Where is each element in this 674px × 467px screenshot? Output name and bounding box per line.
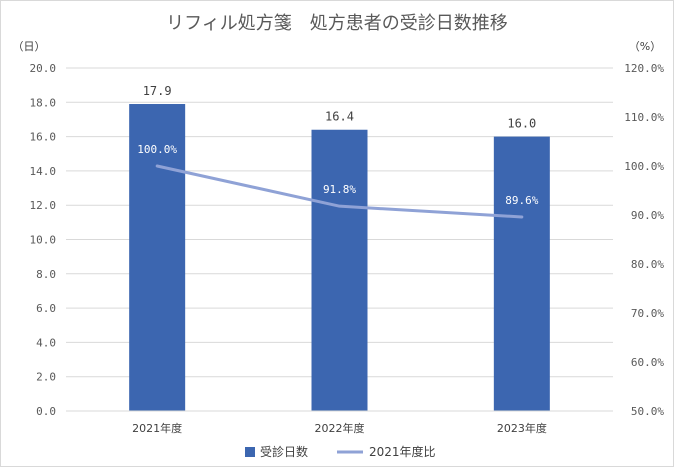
y2-axis-unit-label: （%） [629, 40, 661, 53]
chart-title: リフィル処方箋 処方患者の受診日数推移 [166, 13, 508, 34]
axes: 0.0 2.0 4.0 6.0 8.0 10.0 12.0 14.0 16.0 18.0 20.0 5… [30, 62, 665, 435]
series-line [155, 164, 524, 219]
y-tick-label: 8.0 [36, 268, 56, 281]
legend: 受診日数 2021年度比 [245, 444, 436, 459]
y-tick-label: 16.0 [30, 131, 57, 144]
line-value-label: 91.8% [323, 183, 356, 196]
x-tick-label: 2023年度 [497, 421, 547, 435]
y-tick-label: 0.0 [36, 405, 56, 418]
y2-tick-label: 70.0% [631, 307, 664, 320]
line-value-label: 89.6% [505, 194, 538, 207]
y2-tick-label: 100.0% [624, 160, 664, 173]
y-axis-unit-label: （日） [13, 40, 46, 53]
legend-swatch-bar [245, 447, 255, 457]
y-tick-label: 2.0 [36, 371, 56, 384]
y-tick-label: 10.0 [30, 234, 57, 247]
y2-tick-label: 110.0% [624, 111, 664, 124]
y-tick-label: 14.0 [30, 165, 57, 178]
y-tick-label: 6.0 [36, 302, 56, 315]
y-tick-label: 20.0 [30, 62, 57, 75]
y2-tick-label: 90.0% [631, 209, 664, 222]
legend-label: 2021年度比 [369, 444, 436, 459]
bar-value-label: 17.9 [143, 84, 172, 98]
line-value-label: 100.0% [137, 143, 177, 156]
y2-tick-label: 120.0% [624, 62, 664, 75]
bar-value-label: 16.4 [325, 110, 354, 124]
data-labels: 17.9 16.4 16.0 100.0% 91.8% 89.6% [137, 84, 538, 207]
bar-value-label: 16.0 [507, 117, 536, 131]
x-tick-label: 2021年度 [132, 421, 182, 435]
line-series [155, 164, 524, 219]
y2-tick-label: 50.0% [631, 405, 664, 418]
x-tick-label: 2022年度 [315, 421, 365, 435]
bar [311, 129, 368, 412]
y2-tick-label: 80.0% [631, 258, 664, 271]
y-tick-label: 18.0 [30, 96, 57, 109]
legend-label: 受診日数 [260, 444, 308, 459]
bar [493, 136, 550, 411]
bar-series [129, 104, 550, 412]
y2-tick-label: 60.0% [631, 356, 664, 369]
y-tick-label: 12.0 [30, 199, 57, 212]
y-tick-label: 4.0 [36, 336, 56, 349]
bar [129, 104, 186, 411]
